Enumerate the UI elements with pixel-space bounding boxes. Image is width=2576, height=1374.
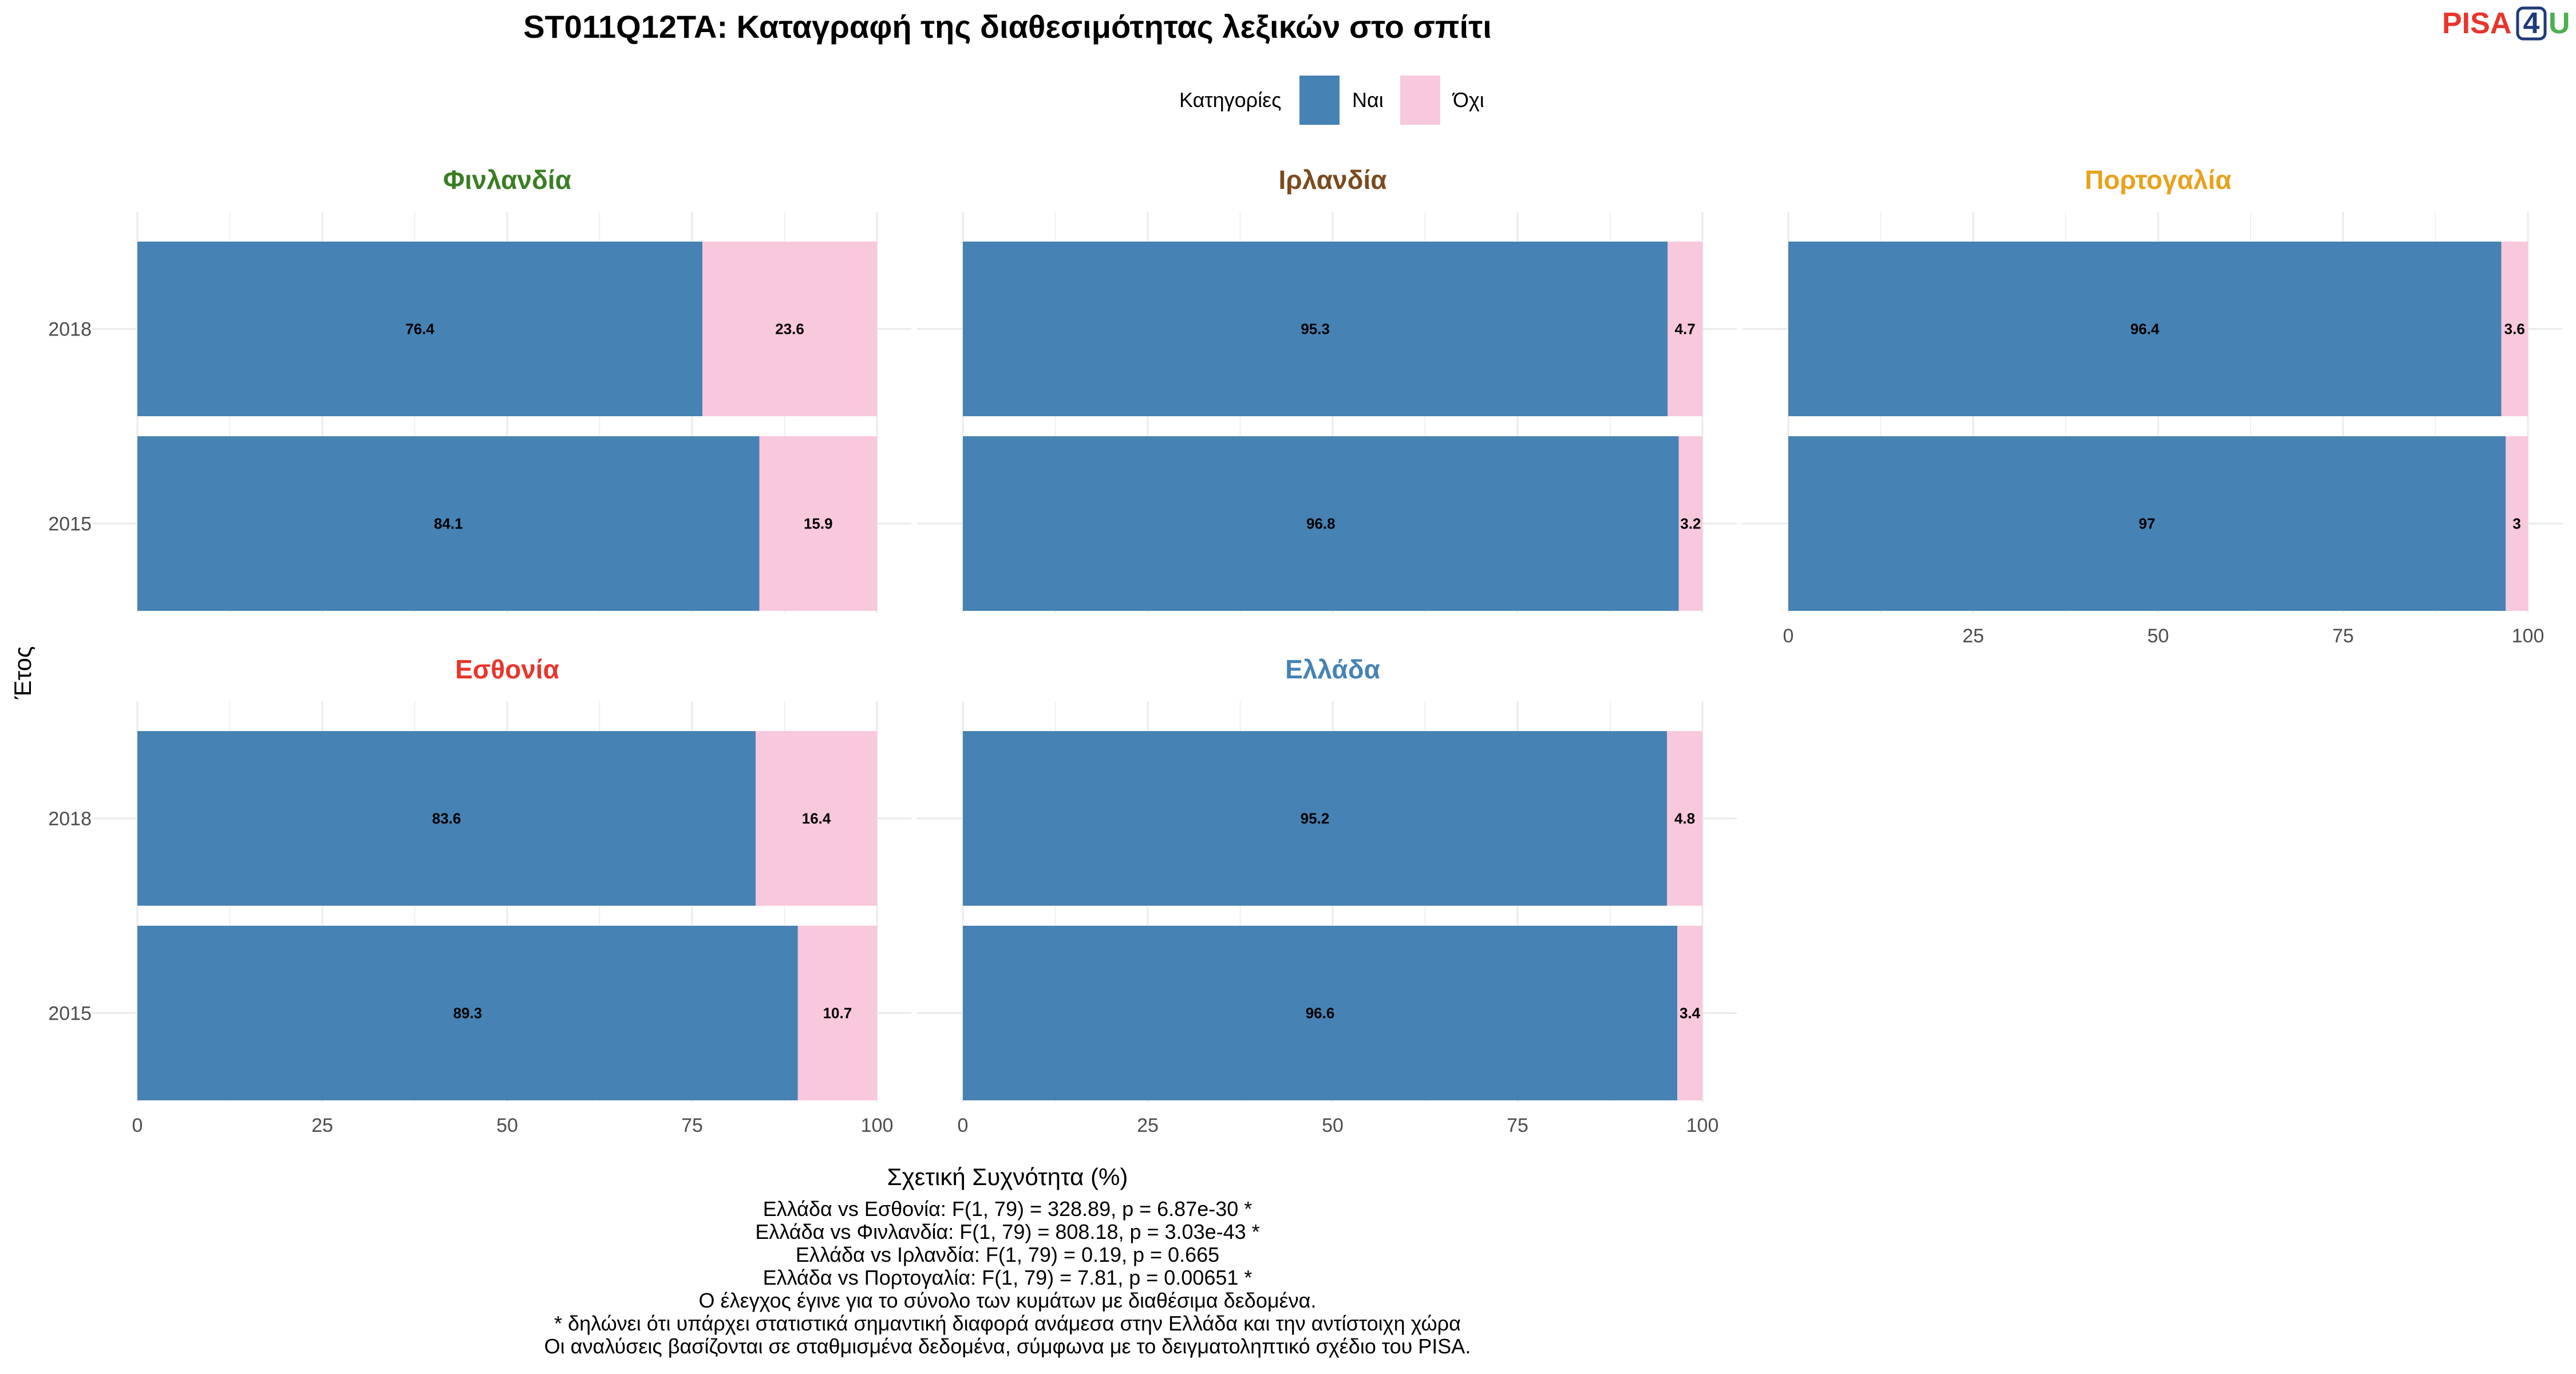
legend: Κατηγορίες Ναι Όχι: [1179, 76, 1484, 125]
x-tick-label: 0: [132, 1115, 143, 1136]
x-tick-label: 50: [496, 1115, 518, 1136]
bar-label-no: 10.7: [823, 1005, 852, 1022]
note-line: Ελλάδα vs Πορτογαλία: F(1, 79) = 7.81, p…: [763, 1266, 1253, 1289]
bar-yes: [963, 436, 1679, 611]
logo-four: 4: [2523, 7, 2540, 40]
panel-5: Ελλάδα 95.2 4.8 96.6 3.4 0 25 50 75 100: [917, 654, 1737, 1136]
y-tick-label: 2015: [48, 514, 92, 535]
panel-title: Εσθονία: [455, 654, 559, 684]
legend-label-no: Όχι: [1452, 88, 1484, 112]
x-tick-label: 100: [1686, 1115, 1719, 1136]
y-axis-title: Έτος: [9, 646, 36, 700]
note-line: Ελλάδα vs Εσθονία: F(1, 79) = 328.89, p …: [763, 1197, 1253, 1221]
x-tick-label: 25: [311, 1115, 333, 1136]
bar-no: [702, 242, 877, 416]
x-tick-label: 25: [1137, 1115, 1159, 1136]
bar-label-yes: 96.8: [1306, 515, 1336, 532]
bar-label-no: 23.6: [775, 321, 804, 338]
bar-label-no: 3.6: [2504, 321, 2525, 338]
bar-yes: [137, 436, 760, 611]
bar-yes: [963, 926, 1678, 1100]
logo: PISA 4 U: [2442, 6, 2570, 41]
notes: Ελλάδα vs Εσθονία: F(1, 79) = 328.89, p …: [544, 1197, 1471, 1358]
x-tick-label: 50: [2147, 625, 2169, 647]
x-tick-label: 25: [1962, 625, 1984, 647]
bar-yes: [963, 731, 1667, 906]
bar-label-no: 4.8: [1674, 810, 1695, 827]
bar-no: [756, 731, 877, 906]
bar-label-no: 15.9: [804, 515, 833, 532]
note-line: * δηλώνει ότι υπάρχει στατιστικά σημαντι…: [554, 1312, 1461, 1335]
note-line: Οι αναλύσεις βασίζονται σε σταθμισμένα δ…: [544, 1334, 1471, 1358]
x-tick-label: 100: [861, 1115, 894, 1136]
bar-label-yes: 95.3: [1301, 321, 1330, 338]
panel-title: Ιρλανδία: [1278, 165, 1386, 195]
bar-label-yes: 84.1: [434, 515, 463, 532]
bar-no: [1678, 436, 1702, 611]
bar-no: [1677, 926, 1702, 1100]
bar-no: [2506, 436, 2528, 611]
bar-label-yes: 83.6: [432, 810, 461, 827]
y-tick-label: 2018: [48, 319, 92, 341]
bar-label-yes: 96.6: [1306, 1005, 1335, 1022]
x-tick-label: 75: [1507, 1115, 1528, 1136]
bar-label-no: 16.4: [802, 810, 831, 827]
note-line: Ελλάδα vs Ιρλανδία: F(1, 79) = 0.19, p =…: [796, 1243, 1219, 1266]
bar-label-yes: 89.3: [453, 1005, 483, 1022]
note-line: Ελλάδα vs Φινλανδία: F(1, 79) = 808.18, …: [755, 1220, 1259, 1243]
panels: Φινλανδία 76.4 23.6 2018 84.1 15.9 2015 Ιρλανδί…: [48, 165, 2562, 1136]
panel-4: Εσθονία 83.6 16.4 2018 89.3 10.7 2015 0 25 50 75 10…: [48, 654, 911, 1136]
bar-label-no: 3.2: [1680, 515, 1701, 532]
panel-2: Ιρλανδία 95.3 4.7 96.8 3.2: [917, 165, 1737, 613]
bar-no: [797, 926, 877, 1100]
logo-u: U: [2549, 7, 2570, 40]
bar-label-yes: 97: [2139, 515, 2155, 532]
bar-label-yes: 96.4: [2130, 321, 2159, 338]
panel-title: Πορτογαλία: [2085, 165, 2231, 195]
y-tick-label: 2018: [48, 808, 92, 830]
x-tick-label: 75: [2332, 625, 2354, 647]
logo-pisa: PISA: [2442, 7, 2511, 40]
y-tick-label: 2015: [48, 1003, 92, 1025]
chart-title: ST011Q12TA: Καταγραφή της διαθεσιμότητας…: [523, 9, 1492, 45]
x-tick-label: 0: [958, 1115, 969, 1136]
note-line: Ο έλεγχος έγινε για το σύνολο των κυμάτω…: [699, 1289, 1317, 1312]
panel-1: Φινλανδία 76.4 23.6 2018 84.1 15.9 2015: [48, 165, 911, 613]
x-axis-title: Σχετική Συχνότητα (%): [887, 1163, 1128, 1190]
legend-swatch-yes: [1299, 76, 1340, 125]
logo-box: [2516, 6, 2547, 41]
bar-no: [759, 436, 877, 611]
x-tick-label: 75: [681, 1115, 703, 1136]
bar-yes: [963, 242, 1668, 416]
x-tick-label: 50: [1322, 1115, 1344, 1136]
bar-yes: [137, 242, 703, 416]
bar-label-no: 3: [2512, 515, 2520, 532]
bar-no: [1668, 242, 1702, 416]
legend-label-yes: Ναι: [1352, 88, 1384, 112]
x-tick-label: 100: [2512, 625, 2545, 647]
panel-title: Φινλανδία: [443, 165, 571, 195]
bar-yes: [1788, 242, 2502, 416]
bar-label-yes: 76.4: [405, 321, 434, 338]
bar-yes: [137, 926, 798, 1100]
bar-yes: [1788, 436, 2506, 611]
bar-label-yes: 95.2: [1301, 810, 1330, 827]
bar-no: [1666, 731, 1702, 906]
panel-3: Πορτογαλία 96.4 3.6 97 3 0 25 50 75 100: [1743, 165, 2562, 647]
bar-label-no: 4.7: [1675, 321, 1696, 338]
bar-yes: [137, 731, 756, 906]
bar-no: [2501, 242, 2528, 416]
panel-title: Ελλάδα: [1285, 654, 1380, 684]
legend-title: Κατηγορίες: [1179, 88, 1282, 112]
legend-swatch-no: [1400, 76, 1440, 125]
bar-label-no: 3.4: [1680, 1005, 1701, 1022]
x-tick-label: 0: [1783, 625, 1794, 647]
